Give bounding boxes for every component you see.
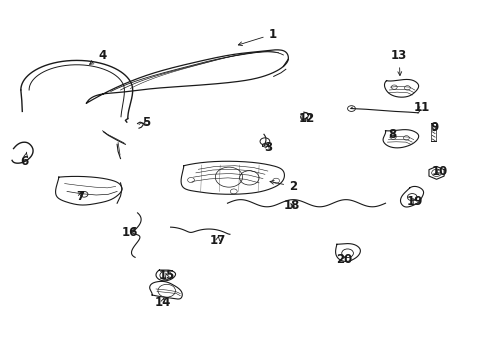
Text: 1: 1	[238, 28, 276, 46]
Text: 16: 16	[122, 226, 138, 239]
Text: 14: 14	[154, 296, 171, 309]
Text: 12: 12	[298, 112, 314, 125]
Text: 4: 4	[89, 49, 106, 64]
Text: 19: 19	[406, 195, 422, 208]
Text: 18: 18	[284, 199, 300, 212]
Text: 15: 15	[158, 269, 175, 282]
Text: 5: 5	[142, 116, 150, 129]
Text: 17: 17	[209, 234, 225, 247]
Text: 8: 8	[388, 128, 396, 141]
Text: 7: 7	[76, 190, 84, 203]
Text: 2: 2	[269, 180, 297, 193]
Text: 3: 3	[263, 141, 271, 154]
Text: 20: 20	[335, 253, 351, 266]
Text: 6: 6	[20, 152, 29, 168]
Text: 9: 9	[429, 121, 437, 134]
Text: 10: 10	[431, 165, 447, 177]
Text: 13: 13	[390, 49, 407, 76]
Text: 11: 11	[413, 102, 429, 114]
